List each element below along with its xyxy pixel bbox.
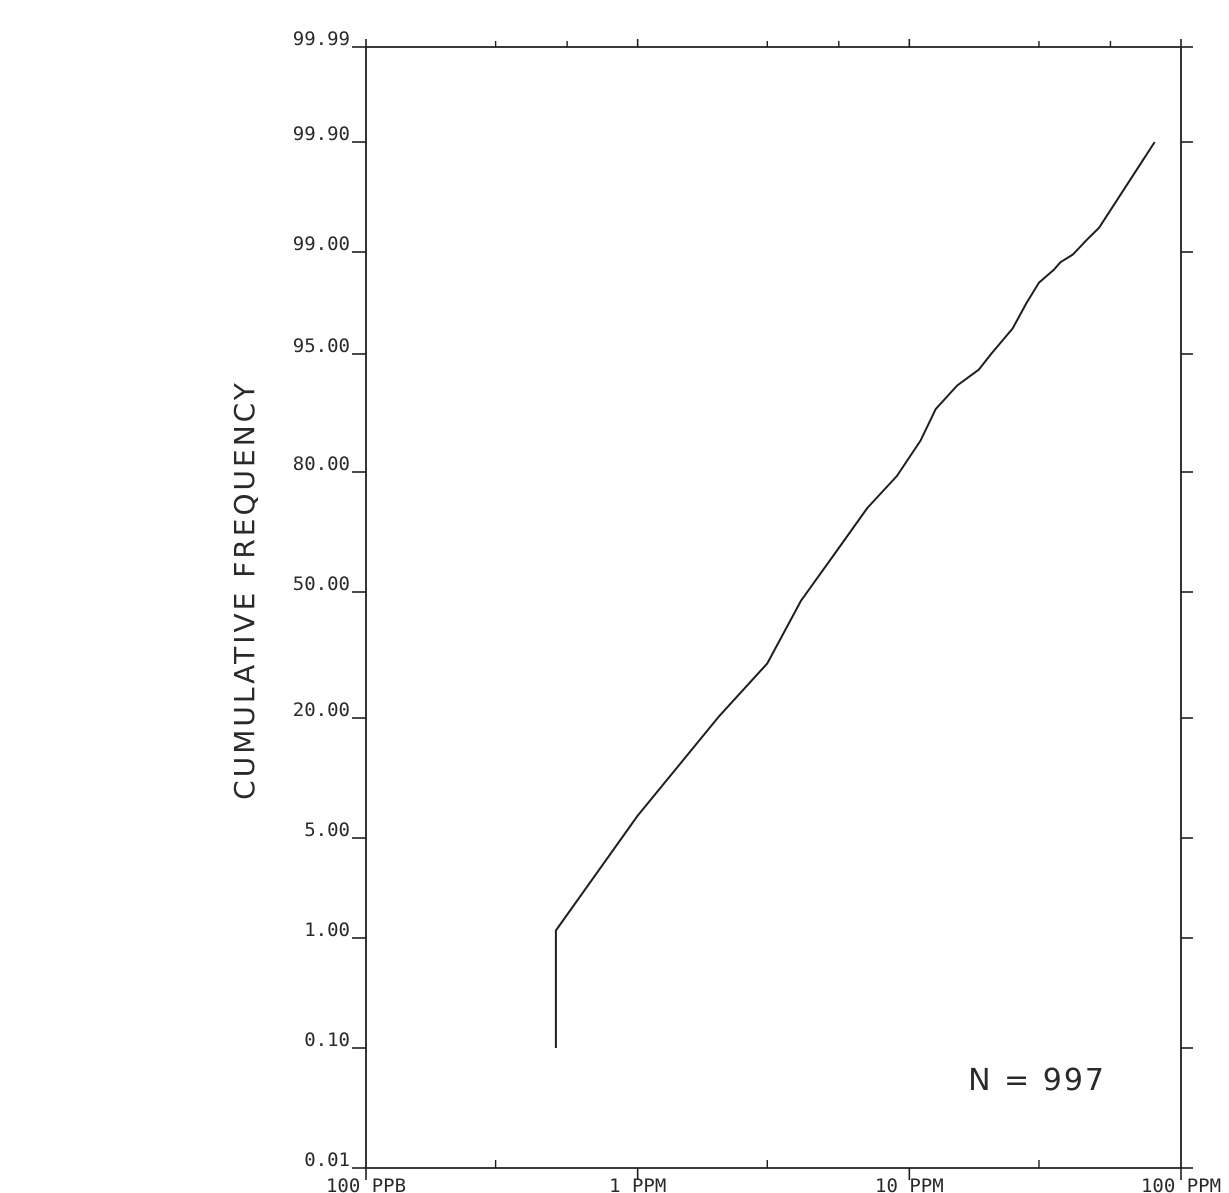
y-axis-title: CUMULATIVE FREQUENCY — [228, 380, 261, 800]
y-tick-label: 1.00 — [304, 919, 350, 941]
y-tick-label: 99.00 — [293, 233, 350, 255]
y-tick-label: 99.90 — [293, 123, 350, 145]
y-tick-label: 5.00 — [304, 819, 350, 841]
y-tick-label: 95.00 — [293, 335, 350, 357]
series-line-1 — [554, 141, 1156, 1048]
y-tick-label: 50.00 — [293, 573, 350, 595]
x-tick-label: 10 PPM — [875, 1175, 944, 1193]
y-tick-label: 99.99 — [293, 28, 350, 50]
x-tick-label: 100 PPM — [1141, 1175, 1221, 1193]
x-tick-label: 100 PPB — [326, 1175, 406, 1193]
y-tick-label: 20.00 — [293, 699, 350, 721]
y-tick-label: 0.10 — [304, 1029, 350, 1051]
sample-size-annotation: N = 997 — [968, 1063, 1106, 1098]
y-tick-label: 0.01 — [304, 1149, 350, 1171]
x-tick-label: 1 PPM — [609, 1175, 666, 1193]
y-tick-label: 80.00 — [293, 453, 350, 475]
